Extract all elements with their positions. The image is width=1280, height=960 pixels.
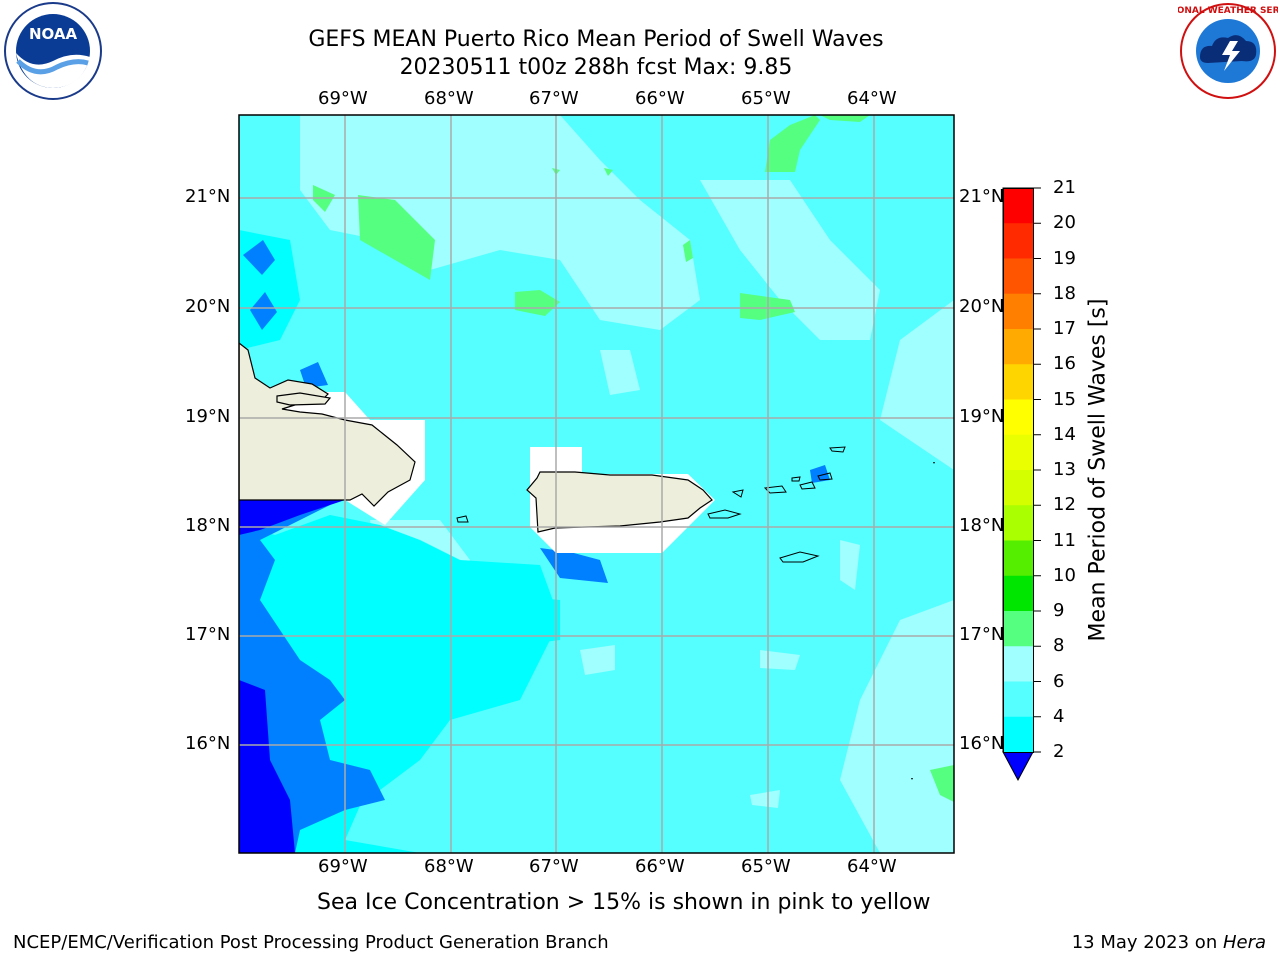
- colorbar-swatch: [1003, 646, 1034, 683]
- colorbar-tick-label: 15: [1053, 388, 1076, 410]
- colorbar-swatch: [1003, 329, 1034, 365]
- lon-label-top: 68°W: [424, 88, 474, 109]
- noaa-logo-text: NOAA: [29, 25, 78, 43]
- lon-label-bottom: 64°W: [847, 856, 897, 877]
- colorbar-extend-arrow: [1002, 751, 1034, 782]
- chart-subtitle: 20230511 t00z 288h fcst Max: 9.85: [399, 55, 793, 80]
- colorbar-tick-label: 8: [1053, 635, 1065, 657]
- colorbar-swatch: [1003, 505, 1034, 542]
- colorbar-swatch: [1003, 540, 1034, 577]
- colorbar-tick-label: 19: [1053, 247, 1076, 269]
- lat-label-left: 18°N: [185, 515, 231, 536]
- chart-title: GEFS MEAN Puerto Rico Mean Period of Swe…: [308, 27, 884, 52]
- lat-label-right: 17°N: [959, 624, 1005, 645]
- colorbar-swatch: [1003, 223, 1034, 260]
- lon-label-top: 64°W: [847, 88, 897, 109]
- swell-period-field: [239, 115, 954, 853]
- footer-date-text: 13 May 2023 on: [1071, 932, 1223, 953]
- colorbar-overlay: [1003, 188, 1034, 753]
- colorbar-swatch: [1003, 258, 1034, 295]
- colorbar-tick-label: 11: [1053, 529, 1076, 551]
- lat-label-left: 21°N: [185, 186, 231, 207]
- lat-label-left: 16°N: [185, 733, 231, 754]
- footer-date: 13 May 2023 on Hera: [1072, 932, 1266, 953]
- lon-label-bottom: 68°W: [424, 856, 474, 877]
- lon-label-top: 67°W: [529, 88, 579, 109]
- colorbar-tick-label: 10: [1053, 564, 1076, 586]
- map-frame: [238, 114, 955, 854]
- colorbar-swatch: [1003, 611, 1034, 647]
- lat-label-left: 20°N: [185, 296, 231, 317]
- lat-label-right: 19°N: [959, 406, 1005, 427]
- lon-label-bottom: 66°W: [635, 856, 685, 877]
- lon-label-top: 69°W: [318, 88, 368, 109]
- colorbar-swatch: [1003, 293, 1034, 330]
- colorbar-tick-label: 18: [1053, 282, 1076, 304]
- colorbar-tick-label: 14: [1053, 423, 1076, 445]
- colorbar-tick-label: 16: [1053, 353, 1076, 375]
- lat-label-right: 21°N: [959, 186, 1005, 207]
- lon-label-bottom: 67°W: [529, 856, 579, 877]
- colorbar-tick-label: 6: [1053, 670, 1065, 692]
- colorbar-tick-label: 20: [1053, 212, 1076, 234]
- lat-label-right: 20°N: [959, 296, 1005, 317]
- colorbar-swatch: [1003, 434, 1034, 471]
- lat-label-right: 16°N: [959, 733, 1005, 754]
- footer-host: Hera: [1222, 932, 1266, 953]
- lat-label-left: 19°N: [185, 406, 231, 427]
- colorbar-tick-label: 13: [1053, 459, 1076, 480]
- colorbar-swatch: [1003, 364, 1034, 401]
- map-gridlines: [239, 115, 954, 853]
- colorbar-swatch: [1003, 399, 1034, 436]
- sea-ice-note: Sea Ice Concentration > 15% is shown in …: [317, 890, 931, 915]
- lat-label-left: 17°N: [185, 624, 231, 645]
- colorbar-swatch: [1003, 681, 1034, 718]
- footer-credit: NCEP/EMC/Verification Post Processing Pr…: [13, 932, 609, 953]
- colorbar-swatch: [1003, 575, 1034, 612]
- colorbar-swatch: [1003, 716, 1034, 753]
- colorbar-tick-label: 17: [1053, 318, 1076, 339]
- colorbar-tick-label: 4: [1053, 705, 1065, 727]
- lat-label-right: 18°N: [959, 515, 1005, 536]
- nws-logo: NATIONAL WEATHER SERVICE: [1178, 3, 1278, 99]
- noaa-logo: NOAA: [4, 2, 102, 100]
- colorbar-tick-label: 2: [1053, 741, 1065, 762]
- colorbar-tick-label: 12: [1053, 494, 1076, 516]
- colorbar-swatch: [1003, 188, 1034, 224]
- colorbar-swatch: [1003, 470, 1034, 506]
- lon-label-top: 65°W: [741, 88, 791, 109]
- colorbar-tick-label: 9: [1053, 600, 1065, 621]
- lon-label-bottom: 69°W: [318, 856, 368, 877]
- nws-logo-text: NATIONAL WEATHER SERVICE: [1178, 6, 1278, 16]
- lon-label-bottom: 65°W: [741, 856, 791, 877]
- colorbar-label: Mean Period of Swell Waves [s]: [1085, 298, 1111, 642]
- colorbar-tick-label: 21: [1053, 177, 1076, 198]
- lon-label-top: 66°W: [635, 88, 685, 109]
